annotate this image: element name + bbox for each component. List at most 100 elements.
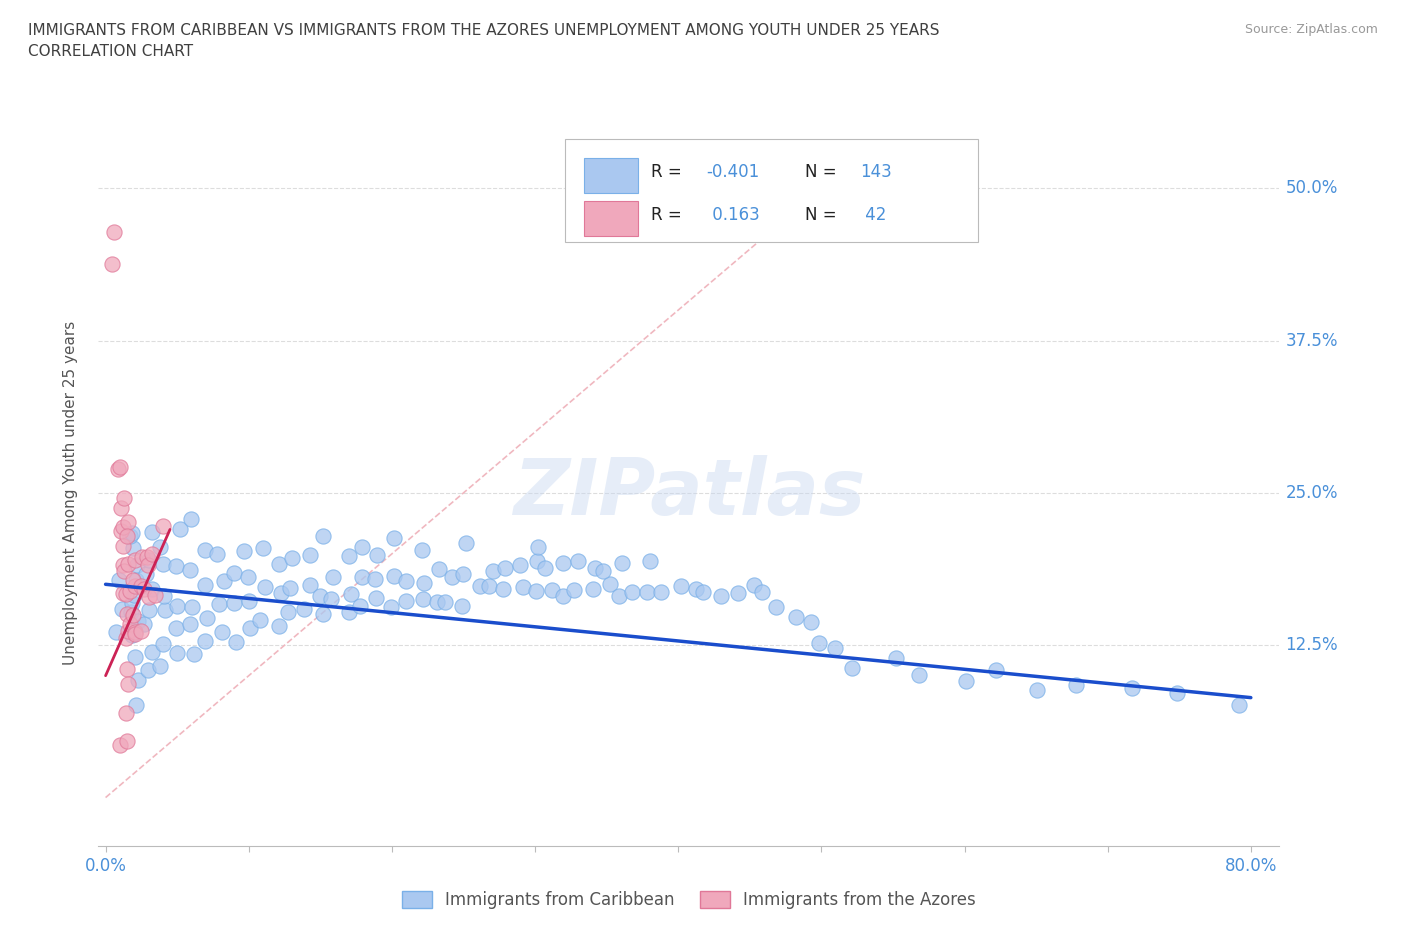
Point [122,588,145,603]
Point [395,593,418,608]
Point [710,589,733,604]
Point [105,625,128,640]
Point [412,575,434,590]
Point [540,582,562,597]
Point [636,585,658,600]
Point [101,257,124,272]
Point [366,547,388,562]
Point [412,591,434,606]
Point [141,581,163,596]
Point [527,539,550,554]
Point [239,621,262,636]
Point [526,553,548,568]
Point [166,645,188,660]
Point [380,600,402,615]
Point [562,582,585,597]
Point [841,660,863,675]
Point [454,535,477,550]
Point [233,543,256,558]
Point [312,606,335,621]
Point [135,566,157,581]
Point [384,530,406,545]
Point [955,674,977,689]
Point [277,604,299,619]
Point [208,597,231,612]
Point [121,607,143,622]
Point [131,578,153,593]
Point [112,558,135,573]
Point [494,561,516,576]
Point [181,599,204,614]
Text: R =: R = [651,163,688,180]
Point [141,547,163,562]
Point [120,528,142,543]
Point [127,613,149,628]
Point [117,514,139,529]
Point [669,578,692,593]
Point [211,624,233,639]
Text: 143: 143 [860,163,891,180]
Point [165,558,187,573]
Point [149,658,172,673]
Point [1025,683,1047,698]
FancyBboxPatch shape [565,140,979,242]
Point [124,578,146,593]
Point [765,599,787,614]
Point [751,584,773,599]
Point [267,556,290,571]
Point [108,459,131,474]
Point [612,556,634,571]
Point [524,583,547,598]
Point [395,574,418,589]
Point [298,578,321,592]
Point [138,590,160,604]
Point [180,512,202,526]
Point [115,734,138,749]
Text: N =: N = [804,163,842,180]
Point [115,606,138,621]
Point [807,636,830,651]
Point [152,636,174,651]
Point [131,624,153,639]
Point [112,491,135,506]
Point [115,529,138,544]
Point [236,569,259,584]
Point [117,623,139,638]
Point [350,539,373,554]
Point [382,568,405,583]
Point [166,599,188,614]
Text: -0.401: -0.401 [707,163,759,180]
Point [451,566,474,581]
Point [152,556,174,571]
Point [127,672,149,687]
Point [103,224,125,239]
Point [110,500,132,515]
Point [149,539,172,554]
Point [567,553,589,568]
Point [512,579,534,594]
Point [121,596,143,611]
Point [179,617,201,631]
Point [340,587,363,602]
Text: N =: N = [804,206,842,223]
Point [692,585,714,600]
Point [115,586,138,601]
Point [534,561,557,576]
Point [115,706,138,721]
Point [108,738,131,753]
Point [121,628,143,643]
Point [153,603,176,618]
Point [117,556,139,571]
Point [125,698,148,712]
Point [249,613,271,628]
Point [411,542,433,557]
Point [349,598,371,613]
Point [111,538,134,553]
Point [621,585,644,600]
Point [194,542,217,557]
Point [183,646,205,661]
Point [112,520,135,535]
Point [121,525,143,540]
Point [124,627,146,642]
Point [267,618,290,633]
